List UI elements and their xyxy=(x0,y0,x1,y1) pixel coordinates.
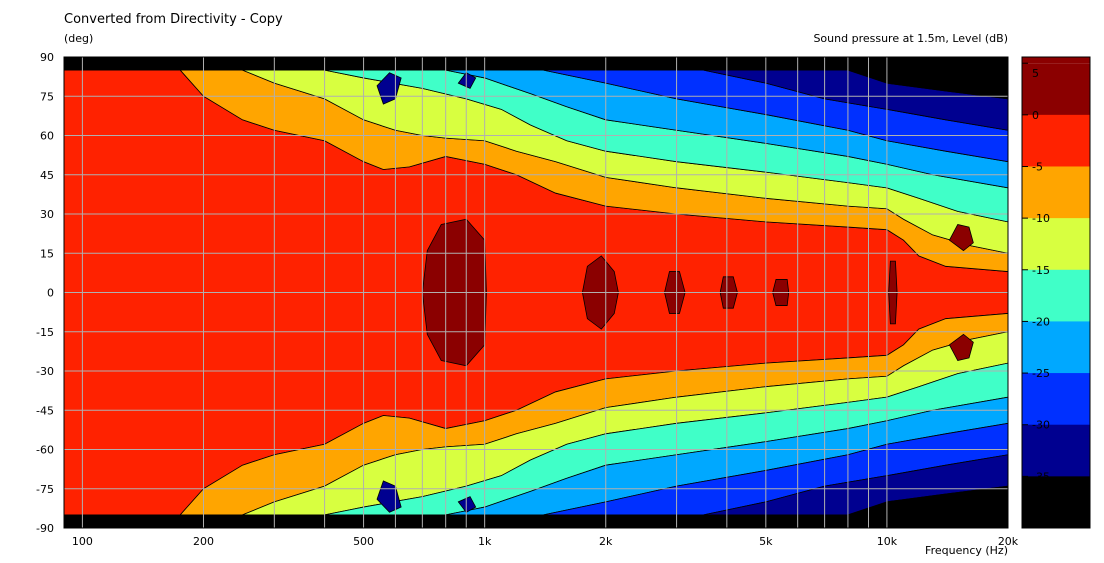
y-tick-label: 15 xyxy=(40,247,54,260)
colorbar-swatch xyxy=(1022,424,1090,477)
band-top-edge xyxy=(64,57,1008,71)
y-axis-unit: (deg) xyxy=(64,32,94,45)
y-tick-label: -45 xyxy=(36,404,54,417)
contour-band-8-mirror xyxy=(847,485,1008,516)
x-tick-label: 200 xyxy=(193,535,214,548)
y-tick-label: 75 xyxy=(40,90,54,103)
colorbar-swatch-top xyxy=(1022,57,1090,64)
y-tick-labels: 90 75 60 45 30 15 0 -15 -30 -45 -60 -75 -90 xyxy=(36,51,54,535)
x-tick-label: 100 xyxy=(72,535,93,548)
colorbar-tick-label: -10 xyxy=(1032,212,1050,225)
contour-island-5 xyxy=(888,260,898,293)
y-tick-label: 45 xyxy=(40,169,54,182)
y-tick-label: 90 xyxy=(40,51,54,64)
x-tick-label: 2k xyxy=(599,535,613,548)
contour-island-5-mirror xyxy=(888,292,898,325)
y-tick-label: -15 xyxy=(36,326,54,339)
y-tick-label: 60 xyxy=(40,130,54,143)
colorbar-swatch xyxy=(1022,321,1090,374)
colorbar-swatch xyxy=(1022,218,1090,271)
y-tick-label: -60 xyxy=(36,444,54,457)
x-tick-label: 20k xyxy=(998,535,1019,548)
colorbar-tick-label: -30 xyxy=(1032,419,1050,432)
colorbar-swatch xyxy=(1022,114,1090,167)
grid xyxy=(64,57,1008,528)
chart-title: Converted from Directivity - Copy xyxy=(64,12,283,27)
colorbar-tick-label: -20 xyxy=(1032,315,1050,328)
band-bottom-edge xyxy=(64,514,1008,528)
colorbar-swatch xyxy=(1022,269,1090,322)
plot-frame xyxy=(63,56,1009,529)
colorbar-tick-label: 0 xyxy=(1032,109,1039,122)
y-tick-label: -90 xyxy=(36,522,54,535)
x-tick-labels: 100 200 500 1k 2k 5k 10k 20k xyxy=(72,535,1019,548)
colorbar-swatch xyxy=(1022,476,1090,529)
x-axis-unit: Frequency (Hz) xyxy=(925,544,1008,557)
x-tick-label: 1k xyxy=(478,535,492,548)
y-tick-label: 0 xyxy=(47,287,54,300)
y-tick-label: -75 xyxy=(36,483,54,496)
x-tick-label: 10k xyxy=(877,535,898,548)
contour-island-6 xyxy=(948,224,974,252)
colorbar-tick-label: -35 xyxy=(1032,470,1050,483)
colorbar-frame xyxy=(1021,56,1091,529)
y-tick-label: -30 xyxy=(36,365,54,378)
colorbar-swatch xyxy=(1022,373,1090,426)
y-tick-label: 30 xyxy=(40,208,54,221)
x-tick-label: 5k xyxy=(759,535,773,548)
x-tick-label: 500 xyxy=(353,535,374,548)
colorbar-tick-label: -5 xyxy=(1032,160,1043,173)
contour-island-6-mirror xyxy=(948,333,974,361)
colorbar-tick-label: 5 xyxy=(1032,67,1039,80)
colorbar: 5 0 -5 -10 -15 -20 -25 -30 -35 xyxy=(1021,56,1091,529)
contour-band-8 xyxy=(847,69,1008,100)
colorbar-swatch xyxy=(1022,166,1090,219)
colorbar-tick-label: -25 xyxy=(1032,367,1050,380)
colorbar-swatch xyxy=(1022,63,1090,116)
colorbar-tick-label: -15 xyxy=(1032,264,1050,277)
colorbar-title: Sound pressure at 1.5m, Level (dB) xyxy=(813,32,1008,45)
